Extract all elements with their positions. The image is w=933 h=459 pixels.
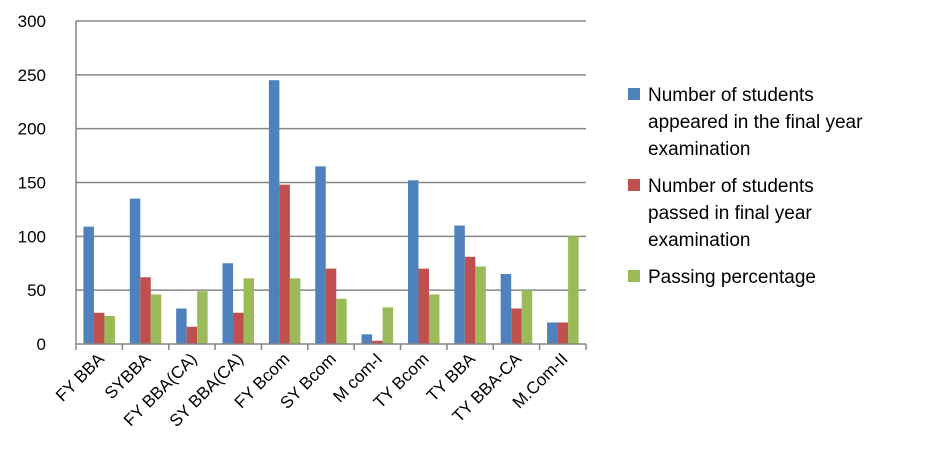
x-category-label: FY BBA xyxy=(52,349,108,405)
legend-label: Passing percentage xyxy=(648,267,816,288)
bar-1 xyxy=(454,225,465,344)
y-tick-label: 0 xyxy=(37,335,46,354)
bar-1 xyxy=(361,334,373,344)
axes xyxy=(75,21,587,350)
y-tick-label: 100 xyxy=(18,227,46,246)
bar-2 xyxy=(140,277,151,344)
y-tick-label: 50 xyxy=(27,281,46,300)
bar-2 xyxy=(372,340,383,344)
legend: Number of students appeared in the final … xyxy=(628,82,928,301)
bar-3 xyxy=(150,294,162,344)
legend-swatch xyxy=(628,179,640,191)
y-tick-label: 300 xyxy=(18,12,46,31)
bar-2 xyxy=(279,184,290,344)
legend-item: Number of students appeared in the final … xyxy=(628,82,928,163)
bar-1 xyxy=(222,263,234,344)
bar-2 xyxy=(418,268,429,344)
legend-label: Number of students passed in final year ex… xyxy=(648,176,814,251)
gridlines xyxy=(76,20,586,291)
bar-3 xyxy=(382,307,394,344)
y-tick-label: 150 xyxy=(18,174,46,193)
bar-1 xyxy=(315,166,326,344)
bar-2 xyxy=(325,268,337,344)
bar-1 xyxy=(83,226,94,344)
bar-2 xyxy=(93,312,105,344)
bar-1 xyxy=(547,322,558,344)
bars xyxy=(83,80,579,344)
bar-3 xyxy=(521,290,533,344)
bar-3 xyxy=(475,266,486,344)
bar-1 xyxy=(500,274,512,344)
bar-3 xyxy=(568,236,579,344)
legend-swatch xyxy=(628,88,640,100)
bar-3 xyxy=(104,316,115,344)
bar-2 xyxy=(557,322,569,344)
y-tick-label: 200 xyxy=(18,120,46,139)
bar-1 xyxy=(176,308,187,344)
legend-item: Number of students passed in final year ex… xyxy=(628,173,928,254)
bar-3 xyxy=(197,291,208,344)
bar-1 xyxy=(268,80,280,344)
legend-swatch xyxy=(628,270,640,282)
bar-2 xyxy=(511,308,522,344)
legend-label: Number of students appeared in the final … xyxy=(648,85,863,160)
bar-3 xyxy=(336,298,347,344)
bar-1 xyxy=(407,180,419,344)
y-tick-label: 250 xyxy=(18,66,46,85)
bar-3 xyxy=(289,278,301,344)
bar-3 xyxy=(428,294,440,344)
legend-item: Passing percentage xyxy=(628,264,928,291)
bar-2 xyxy=(464,256,476,344)
bar-1 xyxy=(129,198,141,344)
bar-2 xyxy=(186,326,198,344)
y-tick-labels: 0 50 100 150 200 250 300 xyxy=(18,12,46,354)
bar-3 xyxy=(243,278,255,344)
bar-2 xyxy=(233,312,244,344)
